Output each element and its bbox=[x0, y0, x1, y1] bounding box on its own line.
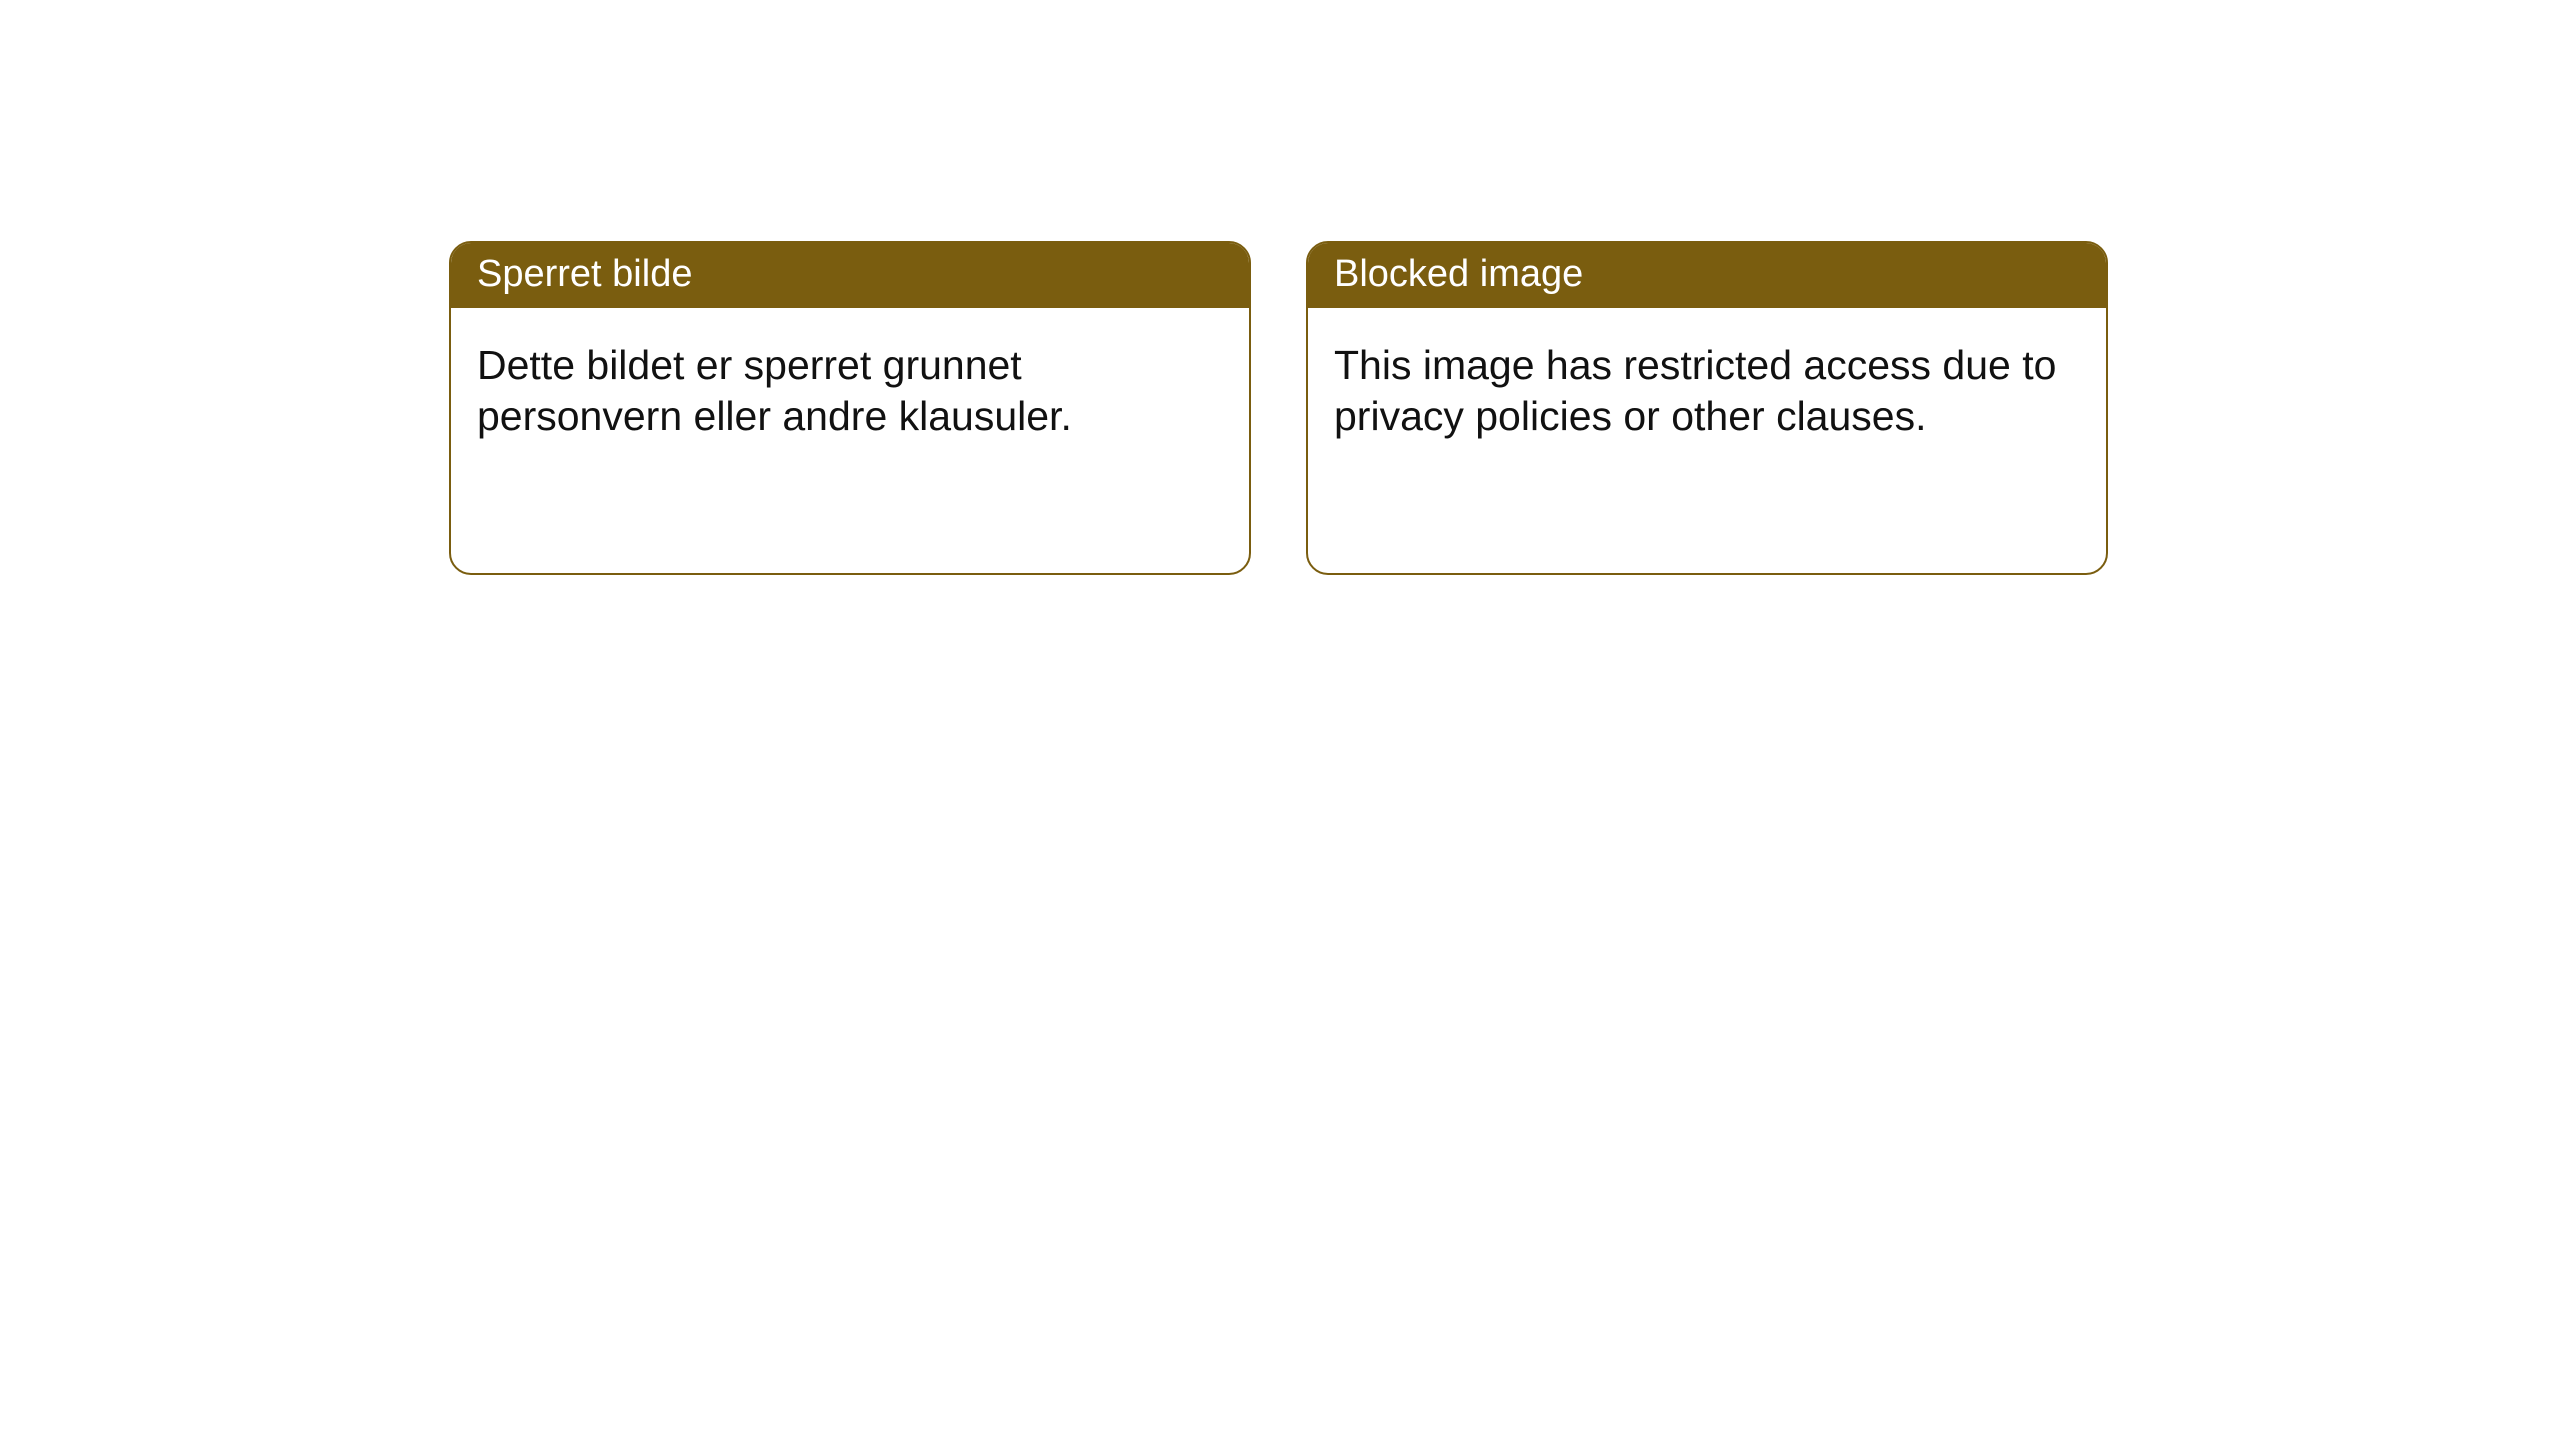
notice-body: Dette bildet er sperret grunnet personve… bbox=[451, 308, 1249, 469]
notice-card-english: Blocked image This image has restricted … bbox=[1306, 241, 2108, 575]
notice-header: Sperret bilde bbox=[451, 243, 1249, 308]
notice-container: Sperret bilde Dette bildet er sperret gr… bbox=[449, 241, 2108, 575]
notice-body: This image has restricted access due to … bbox=[1308, 308, 2106, 469]
notice-header: Blocked image bbox=[1308, 243, 2106, 308]
notice-card-norwegian: Sperret bilde Dette bildet er sperret gr… bbox=[449, 241, 1251, 575]
